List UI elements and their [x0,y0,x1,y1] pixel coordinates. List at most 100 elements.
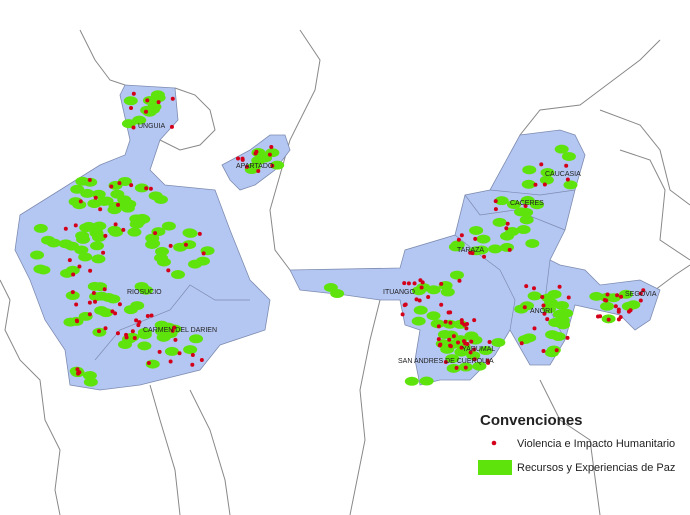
violence-marker [456,237,461,242]
resource-marker [454,347,469,357]
resource-marker [521,179,536,189]
violence-marker [436,324,441,329]
violence-marker [197,231,202,236]
violence-marker [177,351,182,356]
resource-marker [33,223,48,233]
violence-marker [87,312,92,317]
place-label: CACERES [510,200,544,207]
violence-marker [554,348,559,353]
resource-marker [445,354,460,364]
place-label: UNGUIA [138,123,166,130]
violence-marker [462,322,467,327]
violence-marker [638,298,643,303]
violence-marker [168,359,173,364]
violence-marker [472,357,477,362]
resource-marker [472,361,487,371]
violence-marker [129,105,134,110]
resource-marker [525,238,540,248]
violence-marker [414,297,419,302]
violence-marker [144,186,149,191]
resource-marker [519,215,534,225]
resource-marker [270,160,285,170]
violence-marker [472,347,477,352]
resource-marker [76,234,91,244]
violence-marker [533,182,538,187]
violence-marker [201,251,206,256]
violence-marker [76,371,81,376]
violence-marker [542,311,547,316]
violence-marker [98,207,103,212]
resource-marker [494,196,509,206]
resource-marker [154,320,169,330]
resource-marker [554,310,569,320]
violence-marker [557,284,562,289]
violence-marker [145,98,150,103]
violence-marker [73,223,78,228]
resource-marker [330,289,345,299]
violence-marker [542,182,547,187]
resource-marker [109,227,124,237]
place-label: CARMEN DEL DARIEN [143,327,217,334]
violence-marker [532,326,537,331]
resource-marker [519,207,534,217]
violence-marker [97,329,101,334]
resource-marker [546,345,561,355]
resource-marker [155,246,170,256]
place-label: APARTADO [236,163,274,170]
resource-marker [134,183,149,193]
violence-marker [519,341,524,346]
legend-title: Convenciones [480,412,583,429]
violence-marker [482,254,487,259]
violence-marker [418,278,423,283]
violence-marker [448,320,453,325]
violence-marker [443,359,448,364]
violence-marker [541,349,546,354]
resource-marker [132,115,147,125]
violence-marker [67,258,72,263]
resource-marker [430,319,445,329]
place-label: YARUMAL [462,346,495,353]
violence-marker [183,242,188,247]
violence-marker [87,300,92,305]
violence-marker [157,349,162,354]
violence-marker [172,325,177,330]
resource-marker [522,165,537,175]
place-label: TARAZA [457,247,484,254]
resource-marker [30,250,45,260]
resource-marker [130,301,145,311]
resource-marker [108,201,123,211]
violence-marker [456,340,461,345]
resource-marker [476,234,491,244]
violence-marker [103,233,108,238]
violence-marker [464,326,469,331]
violence-marker [616,307,621,312]
place-label: RIOSUCIO [127,289,162,296]
violence-marker [74,318,79,323]
resource-marker [78,252,93,262]
resource-marker [195,256,210,266]
violence-marker [170,96,175,101]
resource-marker [83,377,98,387]
violence-marker [256,168,261,173]
violence-marker [541,303,546,308]
violence-marker [91,290,96,295]
place-label: ANORI [530,308,552,315]
resource-marker [469,225,484,235]
violence-marker [469,339,474,344]
violence-marker [77,264,82,269]
resource-marker [544,298,559,308]
resource-marker [500,242,515,252]
resource-marker [548,318,563,328]
resource-marker [117,176,132,186]
violence-marker [244,164,249,169]
violence-marker [116,202,121,207]
violence-marker [463,341,468,346]
resource-marker [449,270,464,280]
violence-marker [473,236,478,241]
violence-marker [88,268,93,273]
place-label: SAN ANDRES DE CUERQUIA [398,358,494,365]
resource-marker [437,329,452,339]
resource-marker [87,199,102,209]
violence-marker [70,290,75,295]
legend-symbol-green [478,460,512,475]
